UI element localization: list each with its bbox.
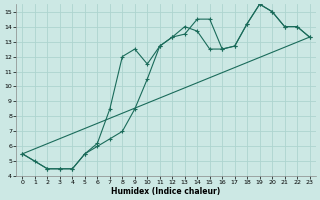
X-axis label: Humidex (Indice chaleur): Humidex (Indice chaleur) bbox=[111, 187, 221, 196]
